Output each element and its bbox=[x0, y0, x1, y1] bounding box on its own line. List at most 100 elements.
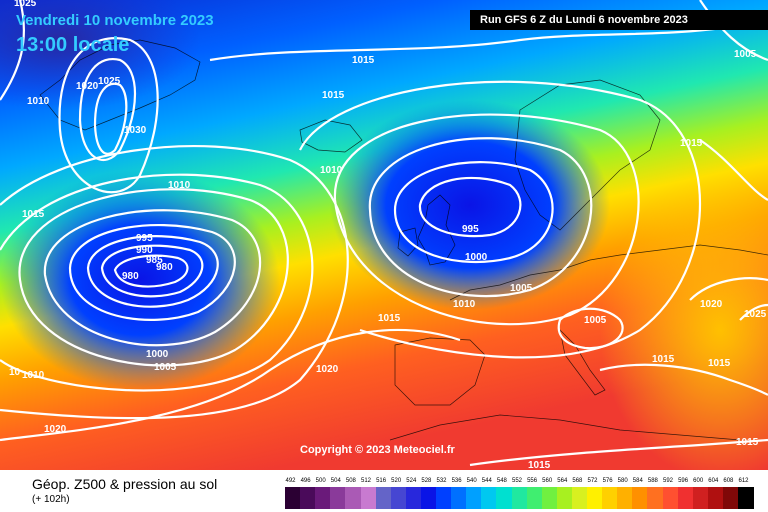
isobar-label: 1010 bbox=[22, 370, 45, 381]
legend-subtitle: (+ 102h) bbox=[32, 494, 70, 505]
scale-swatch bbox=[571, 487, 588, 509]
scale-swatch bbox=[617, 487, 633, 509]
copyright-notice: Copyright © 2023 Meteociel.fr bbox=[300, 444, 455, 456]
isobar-label: 1000 bbox=[146, 349, 169, 360]
scale-swatch bbox=[285, 487, 301, 509]
greenland-coast bbox=[39, 39, 201, 131]
scale-swatch bbox=[300, 487, 316, 509]
isobar-1015-africa bbox=[469, 438, 768, 467]
scale-swatch bbox=[677, 487, 694, 509]
isobar-1015-southeast bbox=[599, 363, 768, 396]
forecast-date: Vendredi 10 novembre 2023 bbox=[16, 12, 214, 29]
scale-swatch bbox=[707, 487, 724, 509]
isobar-label: 1010 bbox=[168, 180, 191, 191]
isobar-label: 1015 bbox=[652, 354, 675, 365]
atlantic-low-core bbox=[0, 170, 280, 390]
scale-swatch bbox=[330, 487, 346, 509]
isobar-label: 1025 bbox=[98, 76, 121, 87]
scale-tick-label: 564 bbox=[557, 478, 568, 484]
isobar-north-sea-1010 bbox=[333, 113, 640, 326]
isobar-1005-northeast bbox=[699, 0, 768, 62]
scale-swatch bbox=[390, 487, 407, 509]
isobar-label: 1010 bbox=[453, 299, 476, 310]
scale-tick-label: 584 bbox=[632, 478, 643, 484]
scale-swatch bbox=[466, 487, 482, 509]
scale-swatch bbox=[420, 487, 437, 509]
forecast-time: 13:00 locale bbox=[16, 34, 130, 56]
isobar-label: 1025 bbox=[744, 309, 767, 320]
isobar-label: 1025 bbox=[14, 0, 37, 9]
scale-swatch bbox=[692, 487, 709, 509]
scale-tick-label: 612 bbox=[738, 478, 749, 484]
isobar-greenland-1030 bbox=[93, 82, 128, 155]
isobar-label: 1015 bbox=[680, 138, 703, 149]
scale-swatch bbox=[436, 487, 452, 509]
scale-tick-label: 532 bbox=[436, 478, 447, 484]
scale-tick-label: 596 bbox=[678, 478, 689, 484]
isobar-label: 1005 bbox=[584, 315, 607, 326]
iberia-coast bbox=[394, 337, 486, 406]
isobar-1015-north bbox=[209, 18, 768, 62]
isobar-1010-northwest bbox=[0, 0, 26, 101]
scale-swatch bbox=[360, 487, 377, 509]
isobar-label: 1015 bbox=[322, 90, 345, 101]
scale-tick-label: 516 bbox=[376, 478, 387, 484]
scale-tick-label: 548 bbox=[496, 478, 507, 484]
isobar-label: 1010 bbox=[27, 96, 50, 107]
scale-tick-label: 600 bbox=[693, 478, 704, 484]
isobar-label: 1015 bbox=[22, 209, 45, 220]
north-sea-low-core bbox=[330, 100, 610, 310]
scale-tick-label: 540 bbox=[466, 478, 477, 484]
northwest-dark-patch bbox=[0, 0, 200, 110]
isobar-label: 985 bbox=[146, 255, 163, 266]
isobar-atlantic-1005 bbox=[18, 188, 289, 367]
isobar-1015-central bbox=[299, 80, 701, 359]
scale-tick-label: 524 bbox=[406, 478, 417, 484]
british-isles-coast bbox=[417, 194, 456, 266]
scale-tick-label: 560 bbox=[542, 478, 553, 484]
isobar-1005-europe bbox=[557, 307, 624, 350]
isobar-label: 1020 bbox=[700, 299, 723, 310]
isobar-atlantic-995 bbox=[68, 223, 236, 321]
isobar-atlantic-980 bbox=[113, 254, 189, 288]
isobar-label: 1015 bbox=[352, 55, 375, 66]
isobar-1025-east bbox=[739, 303, 768, 321]
isobars bbox=[0, 0, 768, 465]
scale-swatch bbox=[405, 487, 422, 509]
isobar-label: 1015 bbox=[378, 313, 401, 324]
isobar-label: 1005 bbox=[734, 49, 757, 60]
isobar-label: 995 bbox=[462, 224, 479, 235]
isobar-label: 990 bbox=[136, 245, 153, 256]
scale-swatch bbox=[587, 487, 603, 509]
isobar-label: 1000 bbox=[465, 252, 488, 263]
color-scale: 492 496 500 504 508 512 516 520 524 528 532 536 540 5… bbox=[285, 478, 754, 510]
isobar-label: 1015 bbox=[528, 460, 551, 470]
isobar-atlantic-1000 bbox=[43, 209, 262, 347]
isobar-label: 1020 bbox=[76, 81, 99, 92]
coastlines bbox=[39, 39, 768, 441]
north-africa-coast bbox=[389, 414, 741, 441]
isobar-greenland-1025 bbox=[78, 58, 136, 161]
scale-swatch bbox=[451, 487, 467, 509]
isobar-label: 1005 bbox=[154, 362, 177, 373]
isobar-north-sea-995 bbox=[418, 176, 522, 238]
isobar-label: 980 bbox=[156, 262, 173, 273]
scale-swatch bbox=[315, 487, 331, 509]
ireland-coast bbox=[397, 227, 419, 257]
isobar-label: 1015 bbox=[708, 358, 731, 369]
isobar-1020-south bbox=[0, 328, 461, 442]
scale-swatch bbox=[722, 487, 739, 509]
scale-tick-label: 512 bbox=[360, 478, 371, 484]
scale-tick-label: 568 bbox=[572, 478, 583, 484]
scale-tick-label: 544 bbox=[481, 478, 492, 484]
scale-tick-label: 556 bbox=[527, 478, 538, 484]
legend-title: Géop. Z500 & pression au sol bbox=[32, 476, 218, 492]
scale-swatch bbox=[345, 487, 361, 509]
italy-coast bbox=[559, 328, 606, 396]
scale-tick-label: 608 bbox=[723, 478, 734, 484]
isobar-label: 1030 bbox=[124, 125, 147, 136]
isobar-atlantic-990 bbox=[86, 235, 219, 308]
isobar-label: 1010 bbox=[320, 165, 343, 176]
isobar-label: 1015 bbox=[736, 437, 759, 448]
isobar-label: 10 bbox=[9, 367, 21, 378]
